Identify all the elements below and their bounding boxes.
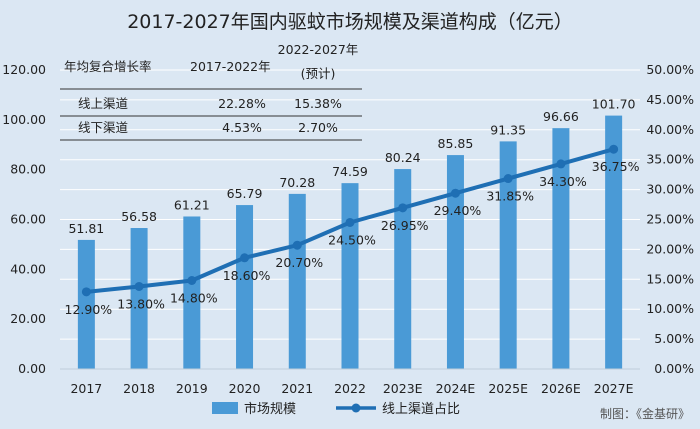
line-value-label: 20.70% xyxy=(275,255,323,270)
x-tick-label: 2021 xyxy=(281,381,313,396)
table-row-offline-v2: 2.70% xyxy=(298,120,338,135)
table-row-online-v1: 22.28% xyxy=(218,96,266,111)
line-value-label: 14.80% xyxy=(170,290,218,305)
bar-value-label: 80.24 xyxy=(385,150,421,165)
bar xyxy=(605,115,623,369)
legend: 市场规模 线上渠道占比 xyxy=(212,401,460,417)
bar xyxy=(394,169,412,369)
x-axis: 2017 2018 2019 2020 2021 2022 2023E 2024E 2025E 2… xyxy=(60,368,640,396)
cagr-table: 年均复合增长率 2017-2022年 2022-2027年 (预计) 线上渠道 … xyxy=(60,42,362,141)
legend-line-label: 线上渠道占比 xyxy=(382,402,460,417)
line-value-label: 31.85% xyxy=(486,189,534,204)
right-tick-label: 50.00% xyxy=(646,62,694,77)
bar xyxy=(446,155,464,369)
bar-value-label: 96.66 xyxy=(543,109,579,124)
legend-bar-swatch xyxy=(212,402,238,414)
bar-value-label: 61.21 xyxy=(174,197,210,212)
bar xyxy=(499,141,517,369)
line-value-label: 36.75% xyxy=(592,159,640,174)
bar-value-label: 91.35 xyxy=(490,122,526,137)
bar xyxy=(130,228,148,369)
bar xyxy=(288,193,306,369)
line-value-label: 12.90% xyxy=(65,302,113,317)
table-row-offline-v1: 4.53% xyxy=(222,120,262,135)
x-tick-label: 2019 xyxy=(176,381,208,396)
line-point xyxy=(450,188,460,198)
bar-value-label: 65.79 xyxy=(227,186,263,201)
line-value-label: 34.30% xyxy=(539,174,587,189)
x-tick-label: 2017 xyxy=(70,381,102,396)
legend-bar-label: 市场规模 xyxy=(244,401,296,417)
x-tick-label: 2023E xyxy=(383,381,423,396)
right-tick-label: 0.00% xyxy=(654,361,694,376)
bar xyxy=(236,205,254,369)
right-tick-label: 30.00% xyxy=(646,182,694,197)
x-tick-label: 2025E xyxy=(488,381,528,396)
table-header-period2: 2022-2027年 xyxy=(278,42,359,57)
bar-series: 51.81 56.58 61.21 65.79 70.28 74.59 80.24 85.85… xyxy=(68,97,636,369)
bar xyxy=(341,183,359,369)
line-point xyxy=(398,203,408,213)
bar-value-label: 56.58 xyxy=(121,209,157,224)
line-value-label: 18.60% xyxy=(223,268,271,283)
chart-title: 2017-2027年国内驱蚊市场规模及渠道构成（亿元） xyxy=(127,11,573,33)
source-note: 制图：《金基研》 xyxy=(600,406,690,421)
table-header-period1: 2017-2022年 xyxy=(190,59,271,74)
left-tick-label: 40.00 xyxy=(10,261,46,276)
right-tick-label: 40.00% xyxy=(646,122,694,137)
left-axis: 0.00 20.00 40.00 60.00 80.00 100.00 120.00 xyxy=(2,62,46,376)
table-row-online-v2: 15.38% xyxy=(294,96,342,111)
right-tick-label: 20.00% xyxy=(646,241,694,256)
line-point xyxy=(292,240,302,250)
line-point xyxy=(556,159,566,169)
bar xyxy=(77,239,95,369)
line-point xyxy=(345,217,355,227)
table-row-online-label: 线上渠道 xyxy=(78,96,129,111)
line-point xyxy=(609,144,619,154)
x-tick-label: 2027E xyxy=(594,381,634,396)
right-tick-label: 10.00% xyxy=(646,301,694,316)
x-tick-label: 2024E xyxy=(436,381,476,396)
bar-value-label: 51.81 xyxy=(68,221,104,236)
line-point xyxy=(503,174,513,184)
left-tick-label: 0.00 xyxy=(18,361,46,376)
x-tick-label: 2018 xyxy=(123,381,155,396)
bar-value-label: 74.59 xyxy=(332,164,368,179)
bar xyxy=(552,128,570,369)
line-point xyxy=(134,281,144,291)
left-tick-label: 120.00 xyxy=(2,62,46,77)
line-value-label: 29.40% xyxy=(434,203,482,218)
bar-value-label: 85.85 xyxy=(438,136,474,151)
x-tick-label: 2026E xyxy=(541,381,581,396)
line-value-label: 24.50% xyxy=(328,232,376,247)
table-header-forecast: (预计) xyxy=(301,66,336,81)
line-series: 12.90% 13.80% 14.80% 18.60% 20.70% 24.50% 26.9… xyxy=(65,144,640,317)
right-axis: 0.00% 5.00% 10.00% 15.00% 20.00% 25.00% 30.00%… xyxy=(646,62,694,376)
bar-value-label: 70.28 xyxy=(279,175,315,190)
legend-line-marker xyxy=(351,403,361,413)
line-point xyxy=(187,275,197,285)
line-point xyxy=(81,287,91,297)
right-tick-label: 45.00% xyxy=(646,92,694,107)
right-tick-label: 5.00% xyxy=(654,331,694,346)
right-tick-label: 25.00% xyxy=(646,212,694,227)
left-tick-label: 60.00 xyxy=(10,212,46,227)
line-value-label: 26.95% xyxy=(381,218,429,233)
bar xyxy=(183,216,201,369)
line-point xyxy=(240,253,250,263)
left-tick-label: 20.00 xyxy=(10,311,46,326)
left-tick-label: 80.00 xyxy=(10,162,46,177)
x-tick-label: 2020 xyxy=(229,381,261,396)
table-row-offline-label: 线下渠道 xyxy=(78,120,129,135)
x-tick-label: 2022 xyxy=(334,381,366,396)
bar-value-label: 101.70 xyxy=(592,97,636,112)
right-tick-label: 15.00% xyxy=(646,271,694,286)
left-tick-label: 100.00 xyxy=(2,112,46,127)
line-value-label: 13.80% xyxy=(117,296,165,311)
right-tick-label: 35.00% xyxy=(646,152,694,167)
table-header-label: 年均复合增长率 xyxy=(64,59,152,74)
